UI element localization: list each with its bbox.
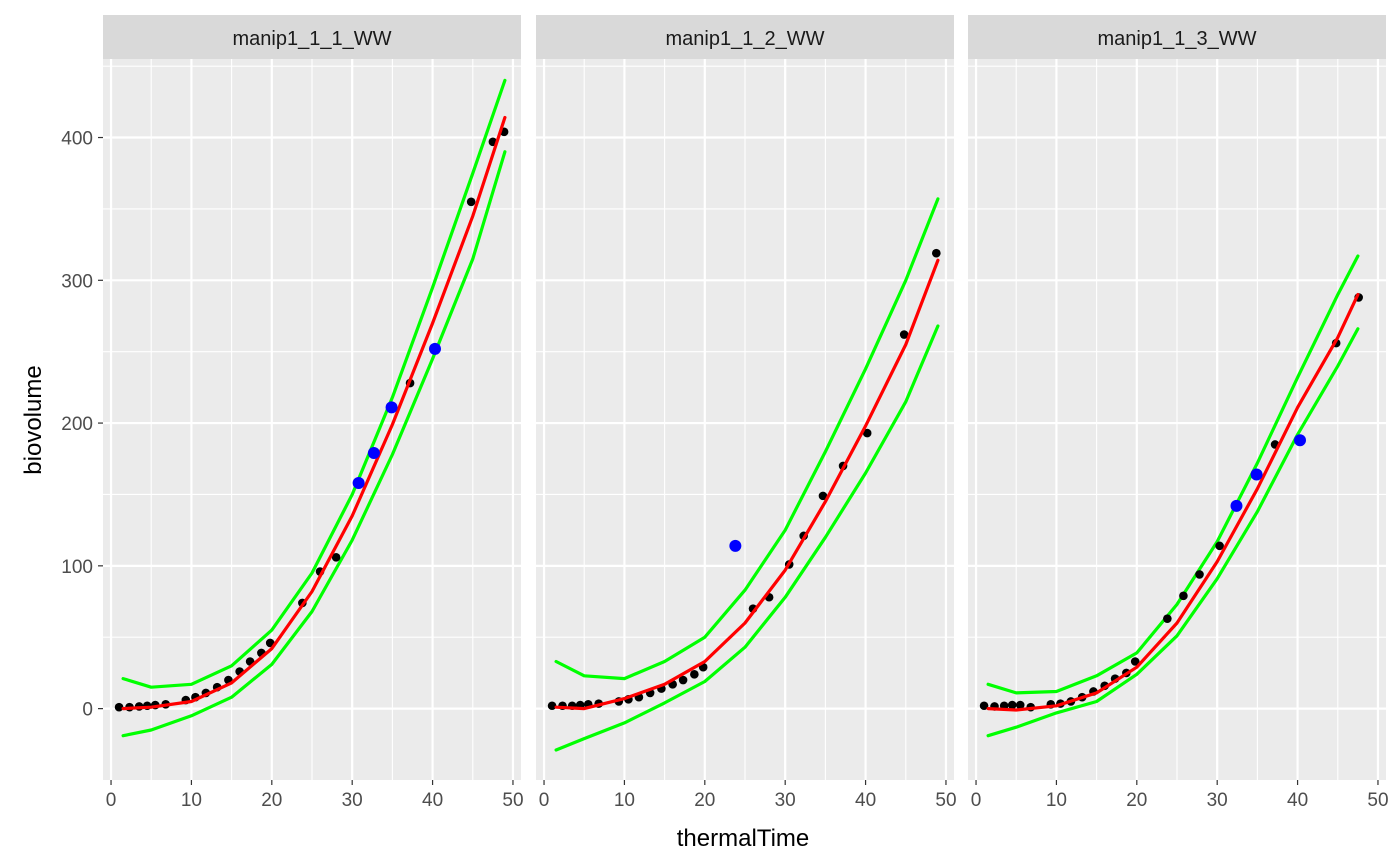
x-tick-label: 0 (106, 790, 117, 811)
x-tick-label: 0 (971, 790, 982, 811)
facet-title: manip1_1_3_WW (1098, 28, 1257, 50)
data-point (899, 330, 909, 339)
data-point (1179, 591, 1188, 601)
data-point (547, 701, 557, 711)
x-tick-label: 30 (775, 790, 796, 811)
x-tick-label: 20 (261, 790, 282, 811)
x-tick-label: 10 (614, 790, 635, 811)
outlier-point (367, 447, 380, 460)
fit-line (554, 258, 940, 711)
data-point (678, 675, 688, 685)
facet-strip (536, 15, 954, 59)
lower-interval-line (554, 324, 940, 752)
data-point (932, 248, 941, 258)
data-point (979, 701, 989, 711)
x-tick-label: 20 (694, 790, 715, 811)
facet-title: manip1_1_2_WW (666, 28, 825, 50)
outlier-point (428, 342, 441, 355)
y-tick-label: 200 (61, 414, 93, 435)
x-tick-label: 30 (1207, 790, 1228, 811)
lower-interval-line (121, 150, 507, 738)
upper-interval-line (121, 78, 507, 689)
data-point (1130, 657, 1140, 666)
x-tick-label: 50 (935, 790, 956, 811)
outlier-point (729, 539, 742, 552)
data-point (1007, 700, 1017, 710)
data-point (114, 702, 124, 712)
x-tick-label: 40 (855, 790, 876, 811)
y-tick-label: 100 (61, 557, 93, 578)
outlier-point (1293, 434, 1306, 447)
x-tick-label: 0 (539, 790, 550, 811)
outlier-point (385, 401, 398, 414)
facet-title: manip1_1_1_WW (233, 28, 392, 50)
data-point (1163, 614, 1172, 623)
x-tick-label: 40 (1287, 790, 1308, 811)
outlier-point (1230, 499, 1243, 512)
data-point (331, 552, 341, 562)
data-point (818, 491, 828, 501)
y-tick-label: 0 (82, 700, 93, 721)
data-point (466, 197, 476, 207)
y-axis-title: biovolume (20, 365, 47, 474)
x-tick-label: 40 (422, 790, 443, 811)
facet-panel: manip1_1_2_WW 0 10 20 30 40 50 (536, 15, 957, 811)
data-point (1215, 541, 1224, 551)
x-tick-label: 30 (342, 790, 363, 811)
upper-interval-line (986, 254, 1360, 695)
panels-layer: manip1_1_1_WW 0 10 20 30 40 50 manip1_1_2_WW 0 10… (103, 15, 1389, 811)
data-point (1195, 570, 1204, 579)
y-tick-label: 400 (61, 129, 93, 150)
upper-interval-line (554, 197, 940, 681)
outlier-point (352, 477, 365, 490)
x-tick-label: 50 (1367, 790, 1388, 811)
x-axis-title: thermalTime (677, 825, 809, 852)
y-tick-label: 300 (61, 271, 93, 292)
x-tick-label: 20 (1126, 790, 1147, 811)
outlier-point (1250, 468, 1263, 481)
fit-line (121, 115, 507, 711)
x-tick-label: 10 (1046, 790, 1067, 811)
data-point (690, 670, 699, 679)
fit-line (986, 293, 1360, 712)
y-axis: 0 100 200 300 400 (61, 129, 103, 721)
data-point (1015, 700, 1025, 710)
x-tick-label: 50 (502, 790, 523, 811)
facet-strip (103, 15, 521, 59)
facet-panel: manip1_1_3_WW 0 10 20 30 40 50 (968, 15, 1389, 811)
x-tick-label: 10 (181, 790, 202, 811)
lower-interval-line (986, 327, 1360, 738)
facet-panel: manip1_1_1_WW 0 10 20 30 40 50 (103, 15, 524, 811)
facet-strip (968, 15, 1386, 59)
data-point (862, 428, 872, 438)
